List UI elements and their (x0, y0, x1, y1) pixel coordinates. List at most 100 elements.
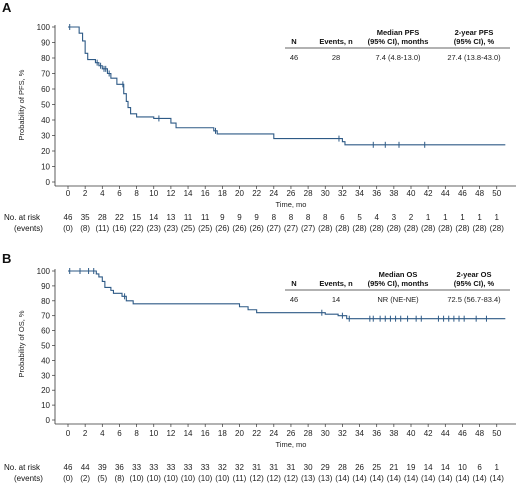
panel-b-y-tick-label: 10 (41, 401, 50, 410)
panel-a-at-risk-count: 1 (460, 213, 465, 222)
panel-a-event-count: (27) (301, 224, 316, 233)
panel-a-x-tick-label: 6 (117, 189, 122, 198)
panel-a-at-risk-count: 8 (306, 213, 311, 222)
panel-b-event-count: (14) (370, 474, 385, 483)
panel-b-x-tick-label: 34 (355, 429, 364, 438)
panel-b-x-tick-label: 18 (218, 429, 227, 438)
panel-b-th-median-ci: (95% CI), months (368, 279, 429, 288)
panel-a-td-median: 7.4 (4.8-13.0) (375, 53, 421, 62)
panel-a-at-risk-count: 9 (237, 213, 242, 222)
panel-a-y-tick-label: 30 (41, 132, 50, 141)
panel-a-summary-table: N Events, n Median PFS (95% CI), months … (285, 28, 510, 62)
panel-a-event-count: (26) (232, 224, 247, 233)
panel-a-at-risk-count: 5 (357, 213, 362, 222)
panel-a-x-tick-label: 8 (134, 189, 139, 198)
panel-a-th-2yr: 2-year PFS (455, 28, 494, 37)
panel-a-x-tick-label: 34 (355, 189, 364, 198)
panel-a-x-tick-label: 50 (492, 189, 501, 198)
panel-b-event-count: (14) (404, 474, 419, 483)
panel-b-x-tick-label: 30 (321, 429, 330, 438)
panel-b-event-count: (12) (250, 474, 265, 483)
panel-a-x-tick-label: 22 (252, 189, 261, 198)
panel-a-th-median: Median PFS (377, 28, 420, 37)
panel-b-events-label: (events) (14, 474, 43, 483)
panel-a-td-n: 46 (290, 53, 298, 62)
panel-b-event-count: (14) (438, 474, 453, 483)
panel-a-y-tick-label: 40 (41, 116, 50, 125)
panel-a-at-risk-count: 8 (289, 213, 294, 222)
panel-a-y-tick-label: 10 (41, 163, 50, 172)
panel-b-y-tick-label: 30 (41, 371, 50, 380)
panel-b-th-n: N (291, 279, 296, 288)
panel-b-at-risk-count: 25 (372, 463, 381, 472)
panel-a-at-risk-count: 4 (374, 213, 379, 222)
panel-b-event-count: (5) (97, 474, 107, 483)
panel-b-x-tick-label: 24 (269, 429, 278, 438)
panel-b-at-risk-count: 30 (304, 463, 313, 472)
panel-a-x-tick-label: 24 (269, 189, 278, 198)
panel-b-th-median: Median OS (379, 270, 418, 279)
panel-a-at-risk-count: 6 (340, 213, 345, 222)
panel-b-at-risk-count: 14 (441, 463, 450, 472)
panel-b-td-2yr: 72.5 (56.7-83.4) (447, 295, 501, 304)
panel-b-x-tick-label: 8 (134, 429, 139, 438)
panel-a-x-tick-label: 30 (321, 189, 330, 198)
panel-b-at-risk-count: 19 (407, 463, 416, 472)
panel-a-event-count: (16) (112, 224, 127, 233)
panel-a-at-risk-count: 11 (184, 213, 193, 222)
panel-a-x-tick-label: 42 (424, 189, 433, 198)
panel-a-at-risk-count: 8 (272, 213, 277, 222)
panel-b-x-tick-label: 26 (286, 429, 295, 438)
panel-b-at-risk-count: 46 (64, 463, 73, 472)
panel-a-event-count: (28) (387, 224, 402, 233)
panel-a-x-tick-label: 32 (338, 189, 347, 198)
panel-a-at-risk-label: No. at risk (4, 213, 41, 222)
panel-b-at-risk-count: 28 (338, 463, 347, 472)
panel-b-km-curve (68, 270, 506, 320)
panel-a-plot (68, 24, 506, 148)
panel-b-xlabel: Time, mo (276, 440, 307, 449)
panel-b-at-risk-count: 33 (132, 463, 141, 472)
panel-a-event-count: (28) (404, 224, 419, 233)
panel-a-at-risk-count: 14 (149, 213, 158, 222)
panel-a-at-risk-count: 1 (443, 213, 448, 222)
panel-b-y-tick-label: 20 (41, 386, 50, 395)
panel-a-event-count: (25) (198, 224, 213, 233)
panel-a-event-count: (28) (421, 224, 436, 233)
panel-b-at-risk-count: 1 (495, 463, 500, 472)
panel-b-at-risk-count: 32 (218, 463, 227, 472)
panel-a-event-count: (23) (147, 224, 162, 233)
panel-a-event-count: (0) (63, 224, 73, 233)
panel-a-x-tick-label: 0 (66, 189, 71, 198)
panel-b-event-count: (12) (284, 474, 299, 483)
panel-b-x-tick-label: 12 (166, 429, 175, 438)
panel-a-at-risk-count: 46 (64, 213, 73, 222)
panel-b-x-tick-label: 32 (338, 429, 347, 438)
panel-a-ylabel: Probability of PFS, % (17, 69, 26, 140)
panel-a-event-count: (27) (284, 224, 299, 233)
panel-b-x-tick-label: 16 (201, 429, 210, 438)
panel-a-event-count: (27) (267, 224, 282, 233)
panel-a-event-count: (28) (438, 224, 453, 233)
panel-a-event-count: (28) (472, 224, 487, 233)
panel-b-event-count: (13) (301, 474, 316, 483)
panel-b-event-count: (11) (233, 474, 247, 483)
panel-a-x-tick-label: 48 (475, 189, 484, 198)
panel-a-x-tick-label: 44 (441, 189, 450, 198)
panel-b-at-risk-count: 31 (252, 463, 261, 472)
panel-a-event-count: (28) (455, 224, 470, 233)
panel-b-at-risk-count: 29 (321, 463, 330, 472)
panel-a-th-median-ci: (95% CI), months (368, 37, 429, 46)
panel-a-y-tick-label: 90 (41, 39, 50, 48)
panel-b-at-risk-count: 31 (286, 463, 295, 472)
panel-b-event-count: (2) (80, 474, 90, 483)
panel-b-ylabel: Probability of OS, % (17, 310, 26, 377)
panel-b-td-median: NR (NE-NE) (377, 295, 419, 304)
panel-b-x-tick-label: 40 (407, 429, 416, 438)
panel-a-event-count: (11) (95, 224, 109, 233)
panel-b-x-tick-label: 2 (83, 429, 88, 438)
panel-a-at-risk-count: 2 (409, 213, 414, 222)
panel-b-event-count: (14) (335, 474, 350, 483)
